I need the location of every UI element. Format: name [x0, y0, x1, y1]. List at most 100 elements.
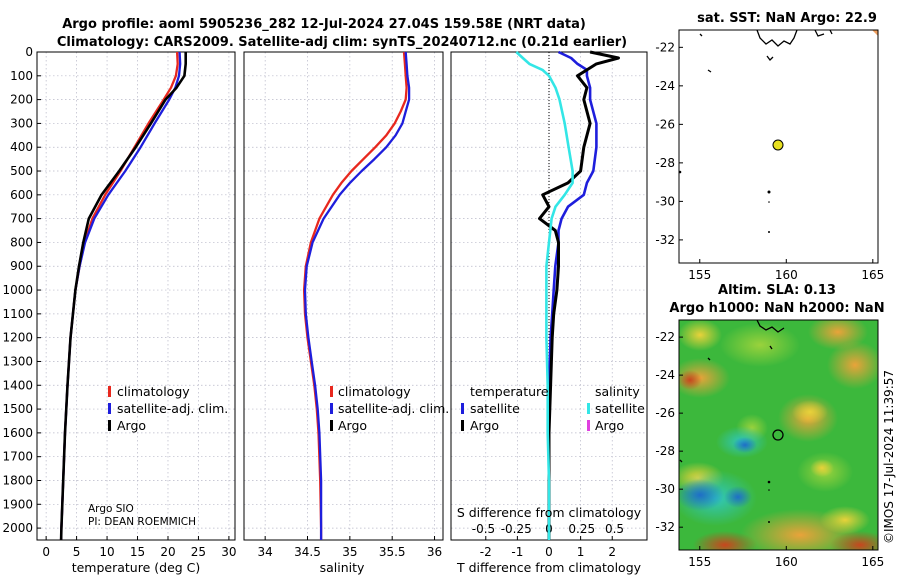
legend-satellite-label: satellite-adj. clim. [117, 401, 228, 416]
imos-credit: ©IMOS 17-Jul-2024 11:39:57 [882, 370, 896, 544]
sla-heatmap [679, 320, 878, 550]
salinity-tick-label: 35.5 [379, 545, 406, 559]
t-difference-tick-label: -1 [511, 545, 523, 559]
legend-climatology-label: climatology [117, 384, 190, 399]
latitude-tick-label: -22 [655, 40, 675, 54]
salinity-tick-label: 35 [342, 545, 357, 559]
legend2-argo-swatch [330, 420, 333, 431]
legend-argo-label: Argo [117, 418, 146, 433]
s-difference-tick-label: -0.25 [501, 522, 532, 536]
depth-tick-label: 0 [25, 45, 33, 59]
legend3-argo-s-label: Argo [595, 418, 624, 433]
series-line-satellite-adj-clim- [303, 51, 411, 540]
figure-title-line2: Climatology: CARS2009. Satellite-adj cli… [57, 35, 627, 50]
depth-tick-label: 1800 [2, 473, 33, 487]
depth-tick-label: 100 [10, 69, 33, 83]
t-difference-tick-label: -2 [480, 545, 492, 559]
latitude-tick-label: -28 [655, 444, 675, 458]
legend2-argo-label: Argo [338, 418, 367, 433]
depth-tick-label: 1200 [2, 331, 33, 345]
legend3-sat-t-label: satellite [470, 401, 520, 416]
t-difference-axis-label: T difference from climatology [456, 560, 642, 575]
sst-map-title: sat. SST: NaN Argo: 22.9 [697, 11, 877, 26]
t-difference-tick-label: 1 [577, 545, 585, 559]
longitude-tick-label: 155 [688, 555, 711, 569]
legend3-salinity-heading: salinity [595, 384, 640, 399]
s-difference-label: S difference from climatology [457, 505, 642, 520]
sla-map-panel: Altim. SLA: 0.13 Argo h1000: NaN h2000: … [655, 283, 884, 569]
temperature-panel: 0100200300400500600700800900100011001200… [2, 45, 236, 575]
legend3-argo-s-swatch [587, 420, 590, 431]
longitude-tick-label: 165 [861, 555, 884, 569]
t-difference-tick-label: 0 [545, 545, 553, 559]
legend-climatology-swatch [108, 386, 111, 397]
temperature-tick-label: 20 [160, 545, 175, 559]
latitude-tick-label: -32 [655, 520, 675, 534]
legend-argo-swatch [108, 420, 111, 431]
depth-tick-label: 800 [10, 235, 33, 249]
legend3-argo-t-label: Argo [470, 418, 499, 433]
latitude-tick-label: -22 [655, 330, 675, 344]
salinity-tick-label: 36 [427, 545, 442, 559]
depth-tick-label: 1700 [2, 450, 33, 464]
series-line-argo-t- [538, 50, 620, 540]
figure-title-line1: Argo profile: aoml 5905236_282 12-Jul-20… [62, 17, 586, 32]
depth-tick-label: 1300 [2, 354, 33, 368]
temperature-tick-label: 10 [99, 545, 114, 559]
temperature-axis-label: temperature (deg C) [72, 560, 201, 575]
latitude-tick-label: -24 [655, 79, 675, 93]
longitude-tick-label: 160 [775, 268, 798, 282]
depth-tick-label: 900 [10, 259, 33, 273]
salinity-panel: 34 34.5 35 35.5 36 salinity climatology sate… [243, 51, 449, 575]
legend2-satellite-label: satellite-adj. clim. [338, 401, 449, 416]
depth-tick-label: 1100 [2, 307, 33, 321]
legend-differences: temperature salinity satellite Argo sate… [461, 384, 645, 433]
sst-map-panel: sat. SST: NaN Argo: 22.9 155 160 165 -22 -24… [655, 11, 884, 282]
latitude-tick-label: -30 [655, 482, 675, 496]
temperature-tick-label: 30 [221, 545, 236, 559]
series-line-argo [59, 52, 187, 541]
latitude-tick-label: -30 [655, 194, 675, 208]
legend3-sat-s-swatch [587, 403, 590, 414]
legend3-sat-s-label: satellite [595, 401, 645, 416]
depth-tick-label: 300 [10, 116, 33, 130]
difference-panel: -2 -1 0 1 2 -0.5 -0.25 0 0.25 0.5 S difference f… [450, 50, 648, 575]
legend3-temperature-heading: temperature [470, 384, 549, 399]
temperature-tick-label: 5 [73, 545, 81, 559]
argo-info-line2: PI: DEAN ROEMMICH [88, 516, 196, 528]
depth-tick-label: 400 [10, 140, 33, 154]
sla-map-title2: Argo h1000: NaN h2000: NaN [669, 301, 884, 316]
depth-tick-label: 1600 [2, 426, 33, 440]
legend3-sat-t-swatch [461, 403, 464, 414]
salinity-tick-label: 34 [258, 545, 273, 559]
s-difference-tick-label: 0.25 [568, 522, 595, 536]
t-difference-tick-label: 2 [608, 545, 616, 559]
argo-info-line1: Argo SIO [88, 503, 134, 515]
salinity-tick-label: 34.5 [294, 545, 321, 559]
temperature-tick-label: 15 [130, 545, 145, 559]
legend-salinity: climatology satellite-adj. clim. Argo [330, 384, 449, 433]
series-line-climatology [59, 51, 179, 541]
depth-tick-label: 500 [10, 164, 33, 178]
legend-satellite-swatch [108, 403, 111, 414]
s-difference-tick-label: -0.5 [472, 522, 495, 536]
depth-tick-label: 1400 [2, 378, 33, 392]
legend2-satellite-swatch [330, 403, 333, 414]
depth-tick-label: 700 [10, 212, 33, 226]
longitude-tick-label: 165 [861, 268, 884, 282]
depth-tick-label: 2000 [2, 521, 33, 535]
depth-tick-label: 1500 [2, 402, 33, 416]
salinity-axis-label: salinity [320, 560, 365, 575]
coastline [699, 29, 833, 73]
legend2-climatology-swatch [330, 386, 333, 397]
temperature-tick-label: 25 [191, 545, 206, 559]
temperature-tick-label: 0 [42, 545, 50, 559]
latitude-tick-label: -24 [655, 368, 675, 382]
latitude-tick-label: -32 [655, 233, 675, 247]
latitude-tick-label: -26 [655, 117, 675, 131]
series-line-satellite-s- [515, 51, 574, 540]
legend-temperature: climatology satellite-adj. clim. Argo [108, 384, 228, 433]
series-line-satellite-adj-clim- [59, 51, 182, 541]
depth-tick-label: 1000 [2, 283, 33, 297]
